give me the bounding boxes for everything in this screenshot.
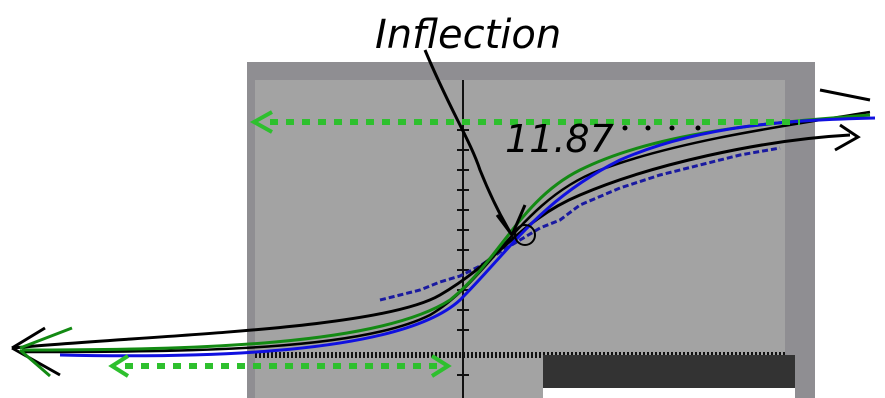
table-body	[543, 388, 795, 398]
asymptote-value: 11.87	[505, 117, 614, 161]
annotated-screenshot: Inflection 11.87	[0, 0, 885, 398]
table-header	[543, 355, 795, 388]
inflection-label: Inflection	[375, 12, 561, 58]
page: {"annotations": {"label": "Inflection", …	[0, 0, 885, 398]
